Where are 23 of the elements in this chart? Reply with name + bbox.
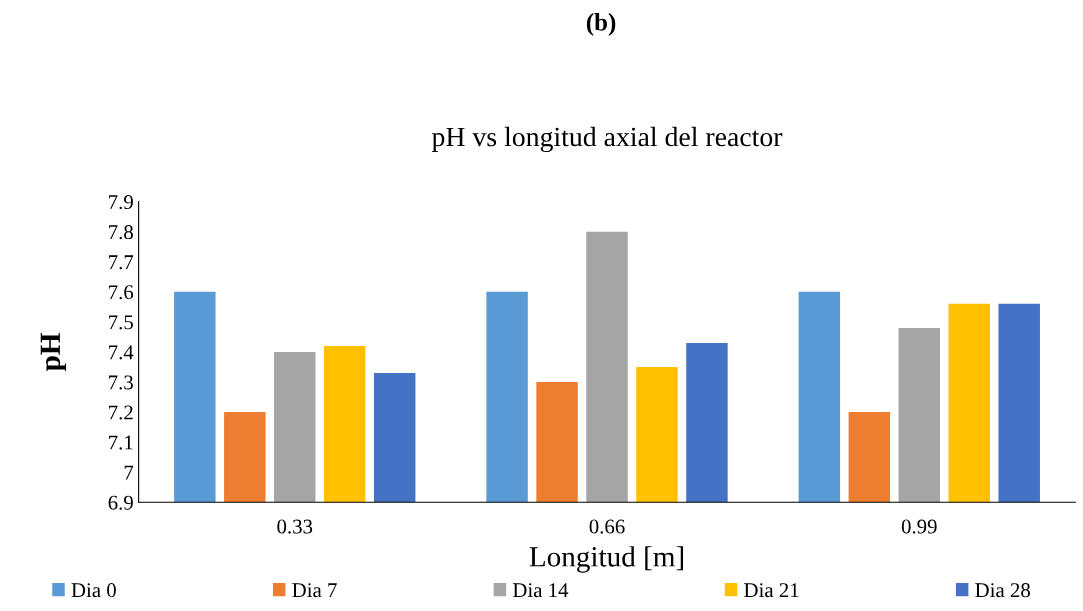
legend-label: Dia 14 <box>513 583 569 598</box>
y-tick-label: 6.9 <box>108 495 133 510</box>
y-tick-label: 7.6 <box>109 285 134 300</box>
x-tick-label: 0.33 <box>277 519 313 534</box>
text: (b) <box>586 13 616 36</box>
y-tick-label: 7 <box>124 465 134 480</box>
y-tick-label: 7.1 <box>109 435 133 450</box>
x-tick-label: 0.66 <box>589 519 625 534</box>
y-tick-label: 7.3 <box>109 375 133 390</box>
y-tick-label: 7.7 <box>109 255 134 270</box>
legend-label: Dia 28 <box>975 583 1030 598</box>
y-tick-label: 7.8 <box>109 225 133 240</box>
legend-label: Dia 21 <box>744 583 799 598</box>
y-tick-label: 7.5 <box>109 315 133 330</box>
y-tick-label: 7.4 <box>109 345 134 360</box>
chart-title: pH vs longitud axial del reactor <box>431 126 783 153</box>
y-axis-title: pH <box>40 332 67 372</box>
x-axis-title: Longitud [m] <box>529 546 684 573</box>
legend-label: Dia 7 <box>292 583 337 598</box>
x-tick-label: 0.99 <box>901 519 937 534</box>
legend-label: Dia 0 <box>71 583 116 598</box>
y-tick-label: 7.9 <box>109 195 133 210</box>
y-tick-label: 7.2 <box>109 405 133 420</box>
